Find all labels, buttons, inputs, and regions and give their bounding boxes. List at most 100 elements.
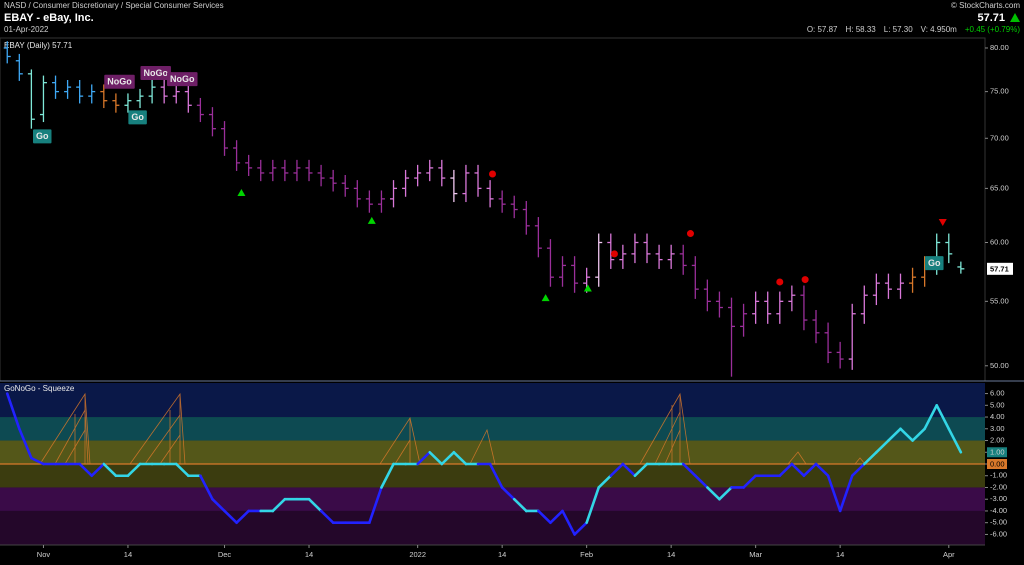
- signal-up: [237, 189, 246, 197]
- zero-box: [987, 459, 1007, 469]
- oscillator-segment: [307, 497, 323, 513]
- oscillator-segment: [416, 450, 432, 466]
- y-tick-label: 4.00: [990, 412, 1005, 421]
- oscillator-segment: [488, 462, 504, 489]
- oscillator-segment: [199, 474, 214, 501]
- oscillator-segment: [850, 462, 866, 478]
- oscillator-segment: [802, 462, 818, 478]
- ohlcv-item: O: 57.87: [807, 25, 838, 34]
- oscillator-segment: [18, 427, 33, 460]
- oscillator-segment: [681, 462, 697, 478]
- x-tick-label: 2022: [409, 550, 426, 559]
- band: [0, 487, 985, 511]
- oscillator-segment: [862, 450, 878, 466]
- y-tick-label: 60.00: [990, 237, 1009, 246]
- oscillator-segment: [742, 474, 757, 489]
- oscillator-segment: [935, 404, 951, 431]
- oscillator-segment: [790, 462, 806, 478]
- signal-box: [32, 129, 52, 144]
- last-value-label: 1.00: [990, 448, 1005, 457]
- oscillator-segment: [826, 474, 842, 513]
- oscillator-segment: [5, 392, 21, 431]
- band: [0, 464, 985, 488]
- y-tick-label: 55.00: [990, 296, 1009, 305]
- ohlcv-item: H: 58.33: [846, 25, 877, 34]
- signal-label: NoGo: [170, 74, 195, 84]
- oscillator-segment: [838, 474, 854, 513]
- y-tick-label: -4.00: [990, 506, 1007, 515]
- y-tick-label: -1.00: [990, 471, 1007, 480]
- last-price-label: 57.71: [990, 264, 1009, 273]
- squeeze-ladders: [39, 392, 866, 465]
- oscillator-segment: [778, 462, 794, 478]
- y-tick-label: 75.00: [990, 87, 1009, 96]
- oscillator-segment: [693, 474, 709, 489]
- y-tick-label: -3.00: [990, 494, 1007, 503]
- breadcrumb: NASD / Consumer Discretionary / Special …: [4, 1, 224, 10]
- oscillator-segment: [718, 486, 733, 501]
- signal-dot: [610, 250, 618, 258]
- oscillator-segment: [899, 427, 914, 442]
- oscillator-segment: [235, 509, 250, 524]
- panel-label: EBAY (Daily) 57.71: [4, 41, 73, 50]
- oscillator-segment: [368, 486, 383, 524]
- oscillator-segment: [102, 462, 118, 478]
- oscillator-segment: [633, 462, 649, 478]
- oscillator-segment: [585, 486, 601, 524]
- oscillator-segment: [452, 450, 468, 466]
- oscillator-segment: [814, 462, 830, 478]
- oscillator-segment: [609, 462, 625, 478]
- x-tick-label: Dec: [218, 550, 232, 559]
- oscillator-segment: [947, 427, 963, 454]
- ohlcv-item: L: 57.30: [884, 25, 913, 34]
- oscillator-segment: [126, 462, 142, 478]
- oscillator-segment: [319, 509, 335, 524]
- x-tick-label: Nov: [37, 550, 51, 559]
- oscillator-segment: [174, 462, 190, 478]
- oscillator-segment: [90, 462, 106, 478]
- oscillator-segment: [706, 486, 721, 501]
- symbol: EBAY - eBay, Inc.: [4, 12, 94, 24]
- oscillator-segment: [923, 404, 939, 431]
- x-tick-label: 14: [836, 550, 844, 559]
- last-price-box: [987, 262, 1013, 275]
- signal-box: [167, 72, 198, 87]
- last-value-box: [987, 447, 1007, 458]
- y-tick-label: 50.00: [990, 361, 1009, 370]
- signal-box: [128, 110, 147, 125]
- band: [0, 510, 985, 545]
- x-tick-label: Feb: [580, 550, 593, 559]
- signal-up: [583, 284, 592, 292]
- oscillator-segment: [380, 462, 395, 489]
- y-tick-label: 2.00: [990, 436, 1005, 445]
- x-tick-label: Apr: [943, 550, 955, 559]
- oscillator-segment: [549, 509, 564, 524]
- date: 01-Apr-2022: [4, 25, 49, 34]
- signal-box: [104, 74, 135, 89]
- change: +0.45 (+0.79%): [965, 25, 1020, 34]
- y-tick-label: 80.00: [990, 43, 1009, 52]
- y-tick-label: -5.00: [990, 518, 1007, 527]
- signal-box: [925, 256, 944, 271]
- y-tick-label: 6.00: [990, 389, 1005, 398]
- oscillator-segment: [537, 509, 552, 524]
- signal-dot: [776, 278, 784, 286]
- y-tick-label: 70.00: [990, 133, 1009, 142]
- oscillator-segment: [78, 462, 94, 478]
- signal-down: [938, 219, 947, 227]
- oscillator-segment: [561, 509, 576, 536]
- x-tick-label: 14: [305, 550, 313, 559]
- oscillator-segment: [573, 521, 588, 536]
- oscillator-segment: [887, 427, 902, 442]
- y-tick-label: 65.00: [990, 183, 1009, 192]
- last-price: 57.71: [977, 12, 1005, 24]
- ohlcv-item: V: 4.950m: [921, 25, 958, 34]
- signal-label: NoGo: [107, 77, 132, 87]
- oscillator-segment: [428, 450, 444, 466]
- signal-dot: [686, 230, 694, 238]
- y-tick-label: -6.00: [990, 529, 1007, 538]
- x-tick-label: 14: [498, 550, 506, 559]
- copyright: © StockCharts.com: [951, 1, 1020, 10]
- oscillator-segment: [440, 450, 456, 466]
